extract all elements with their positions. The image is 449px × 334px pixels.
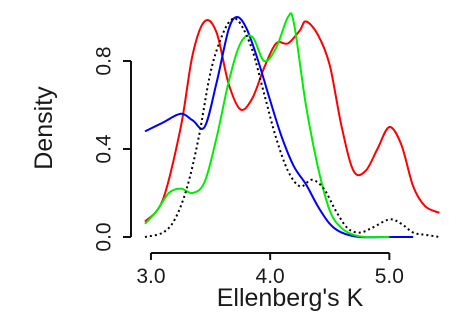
x-tick-label: 5.0 [375, 265, 404, 288]
density-line-1 [144, 16, 414, 239]
axes [130, 61, 390, 254]
y-axis-title: Density [30, 86, 58, 170]
series-group [144, 12, 440, 239]
y-tick-label: 0.0 [92, 222, 115, 251]
y-tick-label: 0.8 [92, 46, 115, 75]
x-tick-label: 4.0 [256, 265, 285, 288]
x-axis-title: Ellenberg's K [217, 284, 364, 312]
density-line-3 [144, 17, 440, 238]
x-tick-label: 3.0 [136, 265, 165, 288]
y-tick-label: 0.4 [92, 134, 115, 164]
density-line-0 [144, 19, 440, 223]
ticks-group: 3.0 4.0 5.0 0.0 0.4 0.8 [92, 46, 404, 288]
density-line-2 [144, 12, 390, 239]
